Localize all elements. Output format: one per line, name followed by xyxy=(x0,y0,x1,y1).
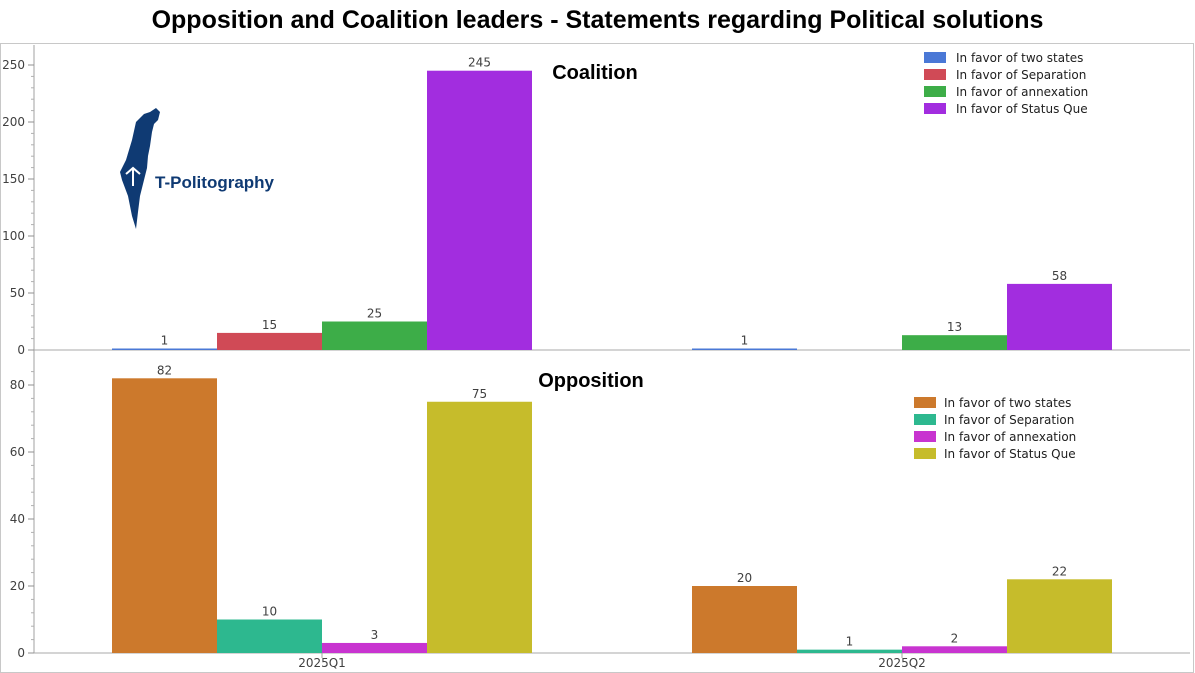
bar xyxy=(902,646,1007,653)
legend-label: In favor of Status Que xyxy=(956,102,1088,116)
data-label: 20 xyxy=(737,571,752,585)
arrow-split-icon xyxy=(125,166,141,186)
legend-swatch xyxy=(914,448,936,459)
data-label: 15 xyxy=(262,318,277,332)
legend-label: In favor of Status Que xyxy=(944,447,1076,461)
bar xyxy=(692,586,797,653)
bar xyxy=(427,70,532,350)
y-tick-label: 100 xyxy=(2,229,25,243)
legend-label: In favor of annexation xyxy=(944,430,1076,444)
data-label: 2 xyxy=(951,631,959,645)
bar xyxy=(112,348,217,350)
data-label: 22 xyxy=(1052,564,1067,578)
bar xyxy=(112,378,217,653)
bar xyxy=(322,321,427,350)
data-label: 13 xyxy=(947,320,962,334)
bar xyxy=(1007,579,1112,653)
data-label: 10 xyxy=(262,605,277,619)
legend-swatch xyxy=(924,103,946,114)
x-tick-label: 2025Q2 xyxy=(878,656,926,670)
y-tick-label: 0 xyxy=(17,343,25,357)
y-tick-label: 150 xyxy=(2,172,25,186)
legend-swatch xyxy=(924,69,946,80)
legend: In favor of two states In favor of Separa… xyxy=(924,51,1088,116)
panel-title: Opposition xyxy=(538,370,644,392)
logo: T-Politography xyxy=(120,108,275,229)
israel-map-icon xyxy=(120,108,160,229)
y-tick-label: 50 xyxy=(10,286,25,300)
bar xyxy=(797,649,902,653)
data-label: 1 xyxy=(741,334,749,348)
coalition-panel: 0 50 100 150 200 250 1 15 25 245 1 13 58 Coalition In … xyxy=(2,51,1190,357)
bar xyxy=(217,619,322,653)
legend-swatch xyxy=(924,52,946,63)
y-tick-label: 60 xyxy=(10,445,25,459)
y-tick-label: 0 xyxy=(17,646,25,660)
y-tick-label: 20 xyxy=(10,579,25,593)
bar xyxy=(1007,283,1112,350)
bar xyxy=(902,335,1007,350)
logo-text: T-Politography xyxy=(155,173,275,192)
legend-swatch xyxy=(914,397,936,408)
data-label: 75 xyxy=(472,387,487,401)
legend-label: In favor of two states xyxy=(956,51,1083,65)
y-tick-label: 200 xyxy=(2,115,25,129)
legend-label: In favor of annexation xyxy=(956,85,1088,99)
legend-label: In favor of Separation xyxy=(944,413,1074,427)
panel-title: Coalition xyxy=(552,62,638,84)
bar xyxy=(692,348,797,350)
bar xyxy=(427,401,532,653)
legend: In favor of two states In favor of Separa… xyxy=(914,396,1076,461)
bar xyxy=(322,642,427,653)
y-tick-label: 40 xyxy=(10,512,25,526)
data-label: 25 xyxy=(367,307,382,321)
x-tick-label: 2025Q1 xyxy=(298,656,346,670)
y-tick-label: 250 xyxy=(2,58,25,72)
data-label: 3 xyxy=(371,628,379,642)
legend-swatch xyxy=(914,414,936,425)
legend-swatch xyxy=(914,431,936,442)
legend-label: In favor of two states xyxy=(944,396,1071,410)
legend-label: In favor of Separation xyxy=(956,68,1086,82)
data-label: 58 xyxy=(1052,269,1067,283)
page-title: Opposition and Coalition leaders - State… xyxy=(151,6,1044,34)
y-tick-label: 80 xyxy=(10,378,25,392)
data-label: 1 xyxy=(846,635,854,649)
data-label: 82 xyxy=(157,363,172,377)
data-label: 1 xyxy=(161,334,169,348)
legend-swatch xyxy=(924,86,946,97)
data-label: 245 xyxy=(468,56,491,70)
bar xyxy=(217,332,322,350)
